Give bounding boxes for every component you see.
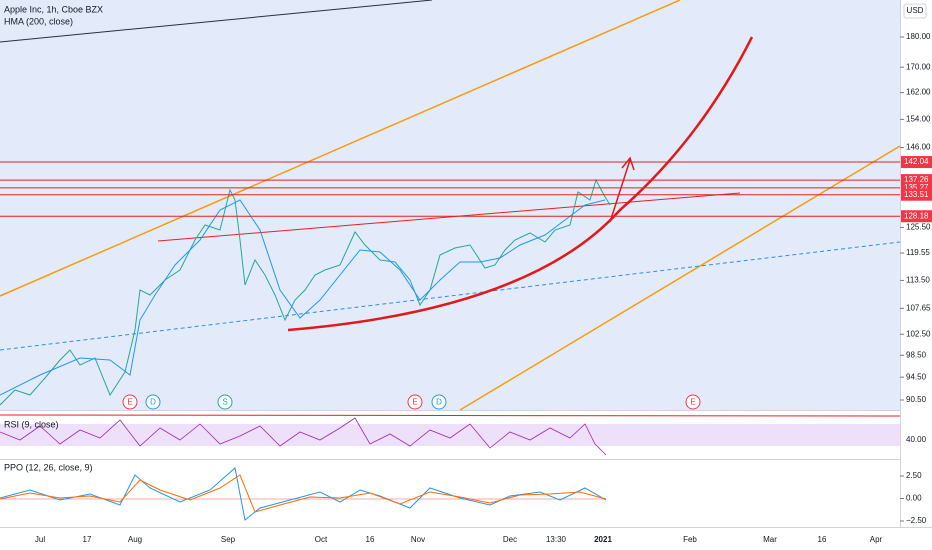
rsi-title: RSI (9, close) — [4, 419, 59, 429]
rsi-line — [0, 417, 607, 456]
price-label: 162.00 — [906, 88, 931, 97]
price-label: 119.55 — [906, 248, 930, 257]
time-label: Nov — [411, 535, 425, 544]
main-pane — [0, 0, 900, 410]
time-label: 2021 — [594, 535, 612, 544]
event-label: E — [690, 398, 695, 407]
event-marker — [122, 394, 138, 410]
event-label: D — [436, 398, 442, 407]
hma-line — [0, 199, 606, 396]
ppo-label: 0.00 — [906, 494, 922, 503]
event-marker — [145, 394, 161, 410]
channel-line — [459, 145, 901, 411]
event-marker — [217, 394, 233, 410]
price-label: 90.50 — [906, 395, 927, 404]
time-label: 16 — [818, 535, 827, 544]
ppo-signal — [0, 474, 607, 513]
price-label: 94.50 — [906, 372, 927, 381]
price-tag — [901, 210, 932, 223]
arrow-drawing — [609, 156, 635, 223]
price-label: 125.50 — [906, 223, 931, 232]
time-label: Oct — [315, 535, 328, 544]
event-label: S — [222, 398, 227, 407]
time-label: Mar — [763, 535, 777, 544]
price-label: 180.00 — [906, 32, 931, 41]
event-marker — [407, 394, 423, 410]
event-marker — [431, 394, 447, 410]
price-label: 98.50 — [906, 350, 927, 359]
time-label: 16 — [366, 535, 375, 544]
trend-line — [157, 192, 741, 242]
price-tag — [901, 188, 932, 201]
time-label: 13:30 — [546, 535, 567, 544]
price-label: 170.00 — [906, 62, 931, 71]
price-tag-label: 137.26 — [904, 175, 929, 184]
indicator-title: HMA (200, close) — [4, 16, 73, 26]
currency: USD — [907, 6, 924, 15]
time-label: Apr — [870, 535, 883, 544]
price-tag-label: 128.18 — [904, 211, 929, 220]
event-label: D — [150, 398, 156, 407]
time-label: Sep — [221, 535, 236, 544]
time-label: Dec — [503, 535, 517, 544]
ppo-label: −2.50 — [906, 516, 927, 525]
price-label: 154.00 — [906, 114, 931, 123]
ppo-line — [0, 467, 607, 521]
event-label: E — [412, 398, 417, 407]
ppo-label: 2.50 — [906, 471, 922, 480]
currency-box — [903, 3, 927, 19]
price-label: 113.50 — [906, 276, 930, 285]
price-label: 102.50 — [906, 329, 931, 338]
price-tag-label: 133.51 — [904, 190, 929, 199]
rsi-band — [0, 424, 900, 446]
symbol-title: Apple Inc, 1h, Cboe BZX — [4, 4, 103, 14]
rsi-label: 40.00 — [906, 435, 927, 444]
price-tag-label: 135.27 — [904, 183, 929, 192]
time-label: Aug — [128, 535, 142, 544]
price-label: 146.00 — [906, 143, 931, 152]
price-tag — [901, 156, 932, 169]
time-label: Feb — [683, 535, 697, 544]
ppo-title: PPO (12, 26, close, 9) — [4, 462, 93, 472]
trend-line — [0, 414, 901, 417]
time-label: 17 — [83, 535, 92, 544]
channel-line — [0, 0, 681, 297]
price-path — [0, 178, 611, 406]
event-label: E — [127, 398, 132, 407]
price-tag-label: 142.04 — [904, 157, 929, 166]
trend-line — [0, 0, 433, 43]
time-label: Jul — [35, 535, 45, 544]
event-marker — [685, 394, 701, 410]
curve-drawing — [287, 36, 754, 332]
price-label: 107.65 — [906, 303, 931, 312]
